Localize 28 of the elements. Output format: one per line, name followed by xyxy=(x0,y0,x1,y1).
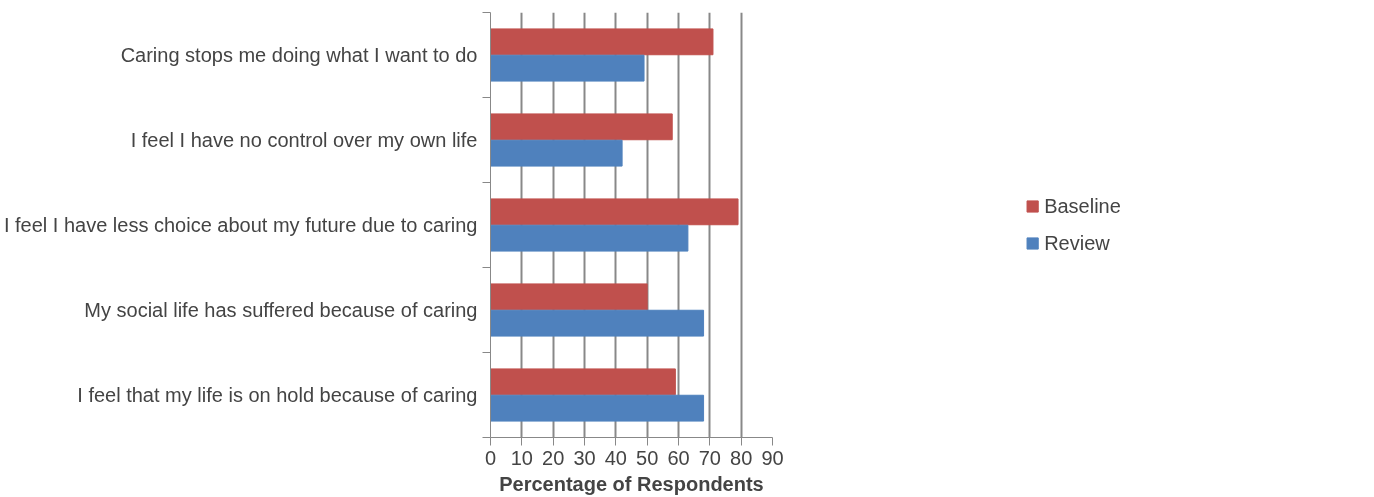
y-tick-label: Caring stops me doing what I want to do xyxy=(120,44,478,66)
x-tick-label: 90 xyxy=(761,446,784,469)
legend-label: Baseline xyxy=(1044,194,1121,218)
x-tick-label: 10 xyxy=(510,446,533,469)
legend-label: Review xyxy=(1044,231,1110,255)
y-tick-label: I feel I have no control over my own life xyxy=(130,129,478,151)
bar xyxy=(490,309,705,337)
bar xyxy=(490,283,648,311)
x-tick-label: 80 xyxy=(730,446,753,469)
bar xyxy=(490,394,705,422)
bar xyxy=(490,113,673,141)
y-tick-label: I feel that my life is on hold because of caring xyxy=(77,384,478,406)
bar xyxy=(490,139,623,167)
bar xyxy=(490,198,739,226)
x-tick-label: 70 xyxy=(698,446,721,469)
x-tick-label: 40 xyxy=(604,446,627,469)
y-tick-label: I feel I have less choice about my future due to caring xyxy=(3,214,478,236)
bar xyxy=(490,224,689,252)
x-tick-label: 20 xyxy=(542,446,565,469)
bar xyxy=(490,28,714,56)
bar xyxy=(490,368,676,396)
y-tick-label: My social life has suffered because of caring xyxy=(84,299,478,321)
bar xyxy=(490,54,645,82)
x-tick-label: 60 xyxy=(667,446,690,469)
x-tick-label: 50 xyxy=(636,446,659,469)
x-axis-title: Percentage of Respondents xyxy=(499,472,764,495)
x-tick-label: 30 xyxy=(573,446,596,469)
x-tick-label: 0 xyxy=(484,446,497,469)
